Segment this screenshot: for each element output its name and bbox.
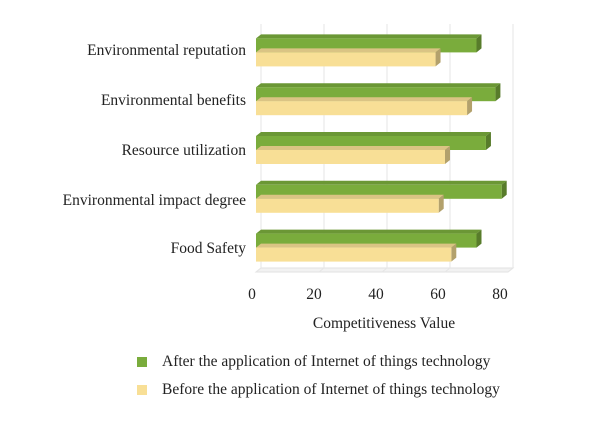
bar (256, 198, 439, 213)
category-label: Environmental benefits (100, 92, 246, 109)
bar-top (256, 180, 507, 185)
legend-swatch-after (137, 357, 147, 367)
x-tick-label: 20 (306, 286, 322, 303)
category-label: Environmental impact degree (62, 192, 246, 209)
x-axis-title: Competitiveness Value (312, 315, 456, 332)
x-gridline-floor (318, 267, 325, 273)
bar-side (476, 229, 482, 248)
bar-side (485, 132, 491, 150)
bar-top (256, 132, 491, 136)
bar (256, 52, 436, 67)
bar-top (256, 194, 444, 199)
bar (256, 247, 452, 262)
category-label: Food Safety (170, 240, 246, 257)
bar-top (256, 243, 457, 248)
bar (256, 101, 468, 116)
legend-label-after: After the application of Internet of thi… (162, 353, 491, 370)
bar-side (476, 34, 482, 53)
bar-top (256, 229, 482, 234)
legend-item-after: After the application of Internet of thi… (137, 352, 490, 372)
x-gridline-floor (444, 267, 451, 273)
bar-top (256, 83, 501, 88)
bar-top (256, 146, 450, 150)
category-label: Resource utilization (121, 142, 246, 159)
x-gridline-floor (255, 267, 262, 273)
x-tick-label: 40 (368, 286, 384, 303)
x-tick-label: 80 (492, 286, 508, 303)
bar-top (256, 97, 473, 102)
bar-side (435, 48, 441, 67)
bar (256, 150, 445, 164)
legend-label-before: Before the application of Internet of th… (162, 381, 500, 398)
bar-side (501, 180, 507, 199)
x-gridline-floor (507, 267, 514, 273)
bar-side (467, 97, 473, 116)
bar-side (438, 194, 444, 213)
legend-item-before: Before the application of Internet of th… (137, 380, 500, 400)
bar-side (451, 243, 457, 262)
bar-top (256, 34, 482, 39)
legend-swatch-before (137, 385, 147, 395)
bar-top (256, 48, 441, 53)
x-tick-label: 60 (430, 286, 446, 303)
category-label: Environmental reputation (87, 42, 246, 59)
x-gridline-floor (381, 267, 388, 273)
x-tick-label: 0 (248, 286, 256, 303)
bar-side (445, 146, 450, 164)
bar-side (495, 83, 501, 102)
